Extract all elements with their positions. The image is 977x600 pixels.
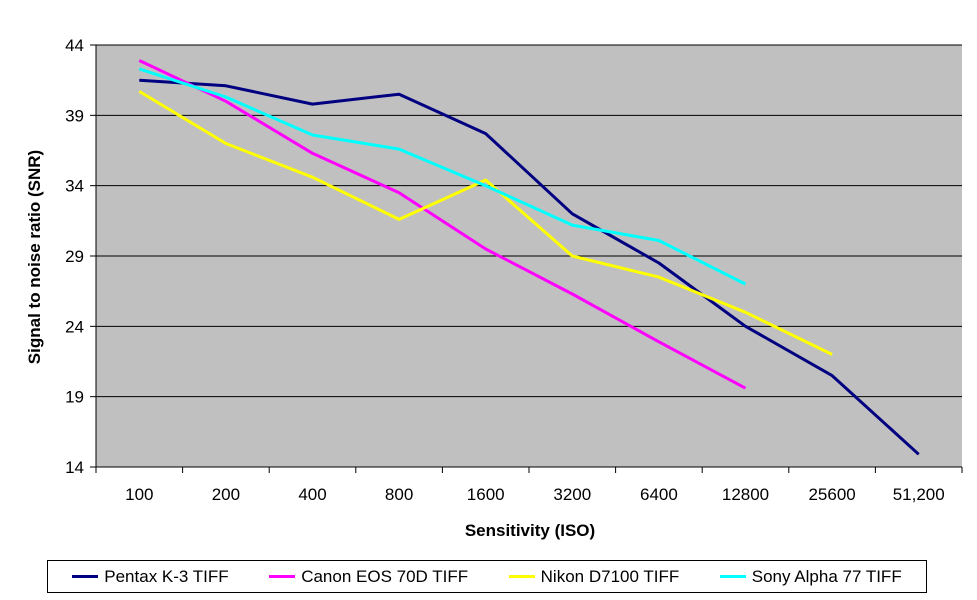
x-tick-label: 6400 bbox=[640, 485, 678, 504]
legend-item: Sony Alpha 77 TIFF bbox=[719, 566, 902, 587]
series-line-2 bbox=[138, 59, 747, 390]
x-tick-label: 25600 bbox=[808, 485, 855, 504]
legend: Pentax K-3 TIFF Canon EOS 70D TIFF Nikon D… bbox=[47, 560, 927, 593]
x-tick-label: 51,200 bbox=[893, 485, 945, 504]
legend-item: Nikon D7100 TIFF bbox=[508, 566, 680, 587]
y-tick-label: 29 bbox=[65, 247, 84, 266]
y-tick-label: 24 bbox=[65, 317, 84, 336]
y-tick-label: 19 bbox=[65, 388, 84, 407]
series-lines bbox=[138, 59, 920, 456]
y-tick-label: 14 bbox=[65, 458, 84, 477]
x-tick-labels: 100 200 400 800 1600 3200 6400 12800 25600 51,200 bbox=[125, 485, 945, 504]
series-line-1 bbox=[139, 78, 920, 456]
axes bbox=[95, 45, 963, 473]
legend-label: Canon EOS 70D TIFF bbox=[301, 566, 469, 586]
x-axis-title: Sensitivity (ISO) bbox=[465, 521, 595, 540]
x-tick-label: 12800 bbox=[722, 485, 769, 504]
legend-label: Nikon D7100 TIFF bbox=[540, 566, 680, 586]
legend-swatch bbox=[719, 575, 746, 578]
y-axis-title: Signal to noise ratio (SNR) bbox=[25, 150, 44, 364]
legend-swatch bbox=[508, 575, 535, 578]
x-tick-label: 400 bbox=[298, 485, 326, 504]
x-tick-label: 1600 bbox=[467, 485, 505, 504]
legend-swatch bbox=[269, 575, 296, 578]
legend-label: Pentax K-3 TIFF bbox=[104, 566, 229, 586]
y-tick-label: 44 bbox=[65, 36, 84, 55]
y-tick-label: 39 bbox=[65, 106, 84, 125]
y-tick-label: 34 bbox=[65, 177, 84, 196]
series-line-3 bbox=[138, 90, 833, 356]
series-line-4 bbox=[138, 67, 747, 286]
legend-item: Canon EOS 70D TIFF bbox=[269, 567, 468, 587]
x-tick-label: 3200 bbox=[553, 485, 591, 504]
x-tick-label: 200 bbox=[212, 485, 240, 504]
x-tick-label: 100 bbox=[125, 485, 153, 504]
gridlines bbox=[90, 44, 962, 468]
y-tick-labels: 14 19 24 29 34 39 44 bbox=[65, 36, 84, 477]
legend-item: Pentax K-3 TIFF bbox=[72, 566, 229, 587]
legend-label: Sony Alpha 77 TIFF bbox=[751, 566, 902, 586]
legend-swatch bbox=[72, 575, 99, 578]
x-tick-label: 800 bbox=[385, 485, 413, 504]
